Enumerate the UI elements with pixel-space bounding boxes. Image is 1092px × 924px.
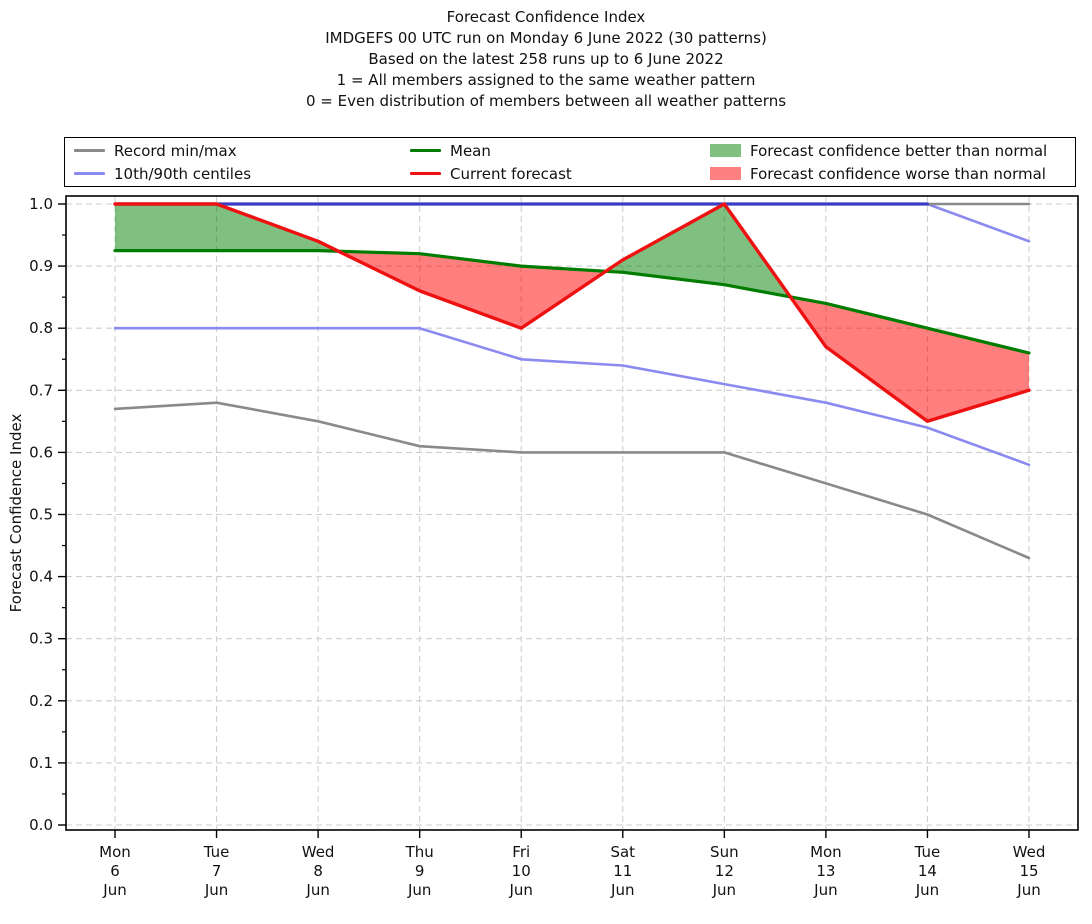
x-tick-label-day: 15 [1019,862,1038,880]
x-tick-label-month: Jun [305,881,329,899]
x-tick-label-weekday: Wed [1013,843,1046,861]
x-tick-label-weekday: Mon [810,843,842,861]
legend-swatch-centiles [74,172,105,175]
y-tick-label: 1.0 [29,195,53,213]
x-tick-label-day: 6 [110,862,120,880]
y-tick-label: 0.4 [29,568,53,586]
y-tick-label: 0.1 [29,754,53,772]
y-tick-label: 0.9 [29,257,53,275]
x-tick-label-weekday: Fri [512,843,530,861]
x-tick-label-month: Jun [509,881,533,899]
legend-item-confidence-better: Forecast confidence better than normal [710,140,1075,161]
legend-column-patches: Forecast confidence better than normal Fo… [710,140,1075,184]
chart-title: Forecast Confidence Index [446,8,646,26]
legend-label-centiles: 10th/90th centiles [114,164,252,183]
fill-confidence-worse [790,296,1029,422]
x-tick-label-day: 8 [313,862,323,880]
fill-confidence-better [115,204,339,252]
y-tick-label: 0.7 [29,381,53,399]
legend-label-mean: Mean [450,141,491,160]
x-tick-label-weekday: Thu [405,843,434,861]
x-tick-label-day: 14 [918,862,937,880]
y-tick-label: 0.3 [29,630,53,648]
legend-swatch-record-minmax [74,149,105,152]
y-tick-label: 0.0 [29,816,53,834]
legend-column-lines-right: Mean Current forecast [410,140,710,184]
x-tick-label-month: Jun [1016,881,1040,899]
x-tick-label-weekday: Tue [914,843,941,861]
legend-swatch-confidence-worse [710,167,741,180]
chart-subtitle-run: IMDGEFS 00 UTC run on Monday 6 June 2022… [325,29,767,47]
x-tick-label-month: Jun [102,881,126,899]
chart-legend: Record min/max 10th/90th centiles Mean Cur… [64,137,1076,187]
line-10th-centile [113,326,1031,467]
x-tick-label-month: Jun [204,881,228,899]
fill-confidence-better [605,204,791,297]
legend-item-record-minmax: Record min/max [74,140,410,161]
y-tick-label: 0.6 [29,443,53,461]
x-tick-label-month: Jun [610,881,634,899]
legend-swatch-mean [410,149,441,152]
x-tick-label-weekday: Wed [302,843,335,861]
chart-note-zero: 0 = Even distribution of members between… [305,92,787,110]
x-tick-label-day: 11 [613,862,632,880]
legend-swatch-current-forecast [410,172,441,175]
legend-item-centiles: 10th/90th centiles [74,163,410,184]
legend-column-lines-left: Record min/max 10th/90th centiles [74,140,410,184]
x-tick-label-month: Jun [407,881,431,899]
x-tick-label-weekday: Sat [610,843,635,861]
legend-label-current-forecast: Current forecast [450,164,572,183]
line-record-min [113,401,1031,560]
legend-item-confidence-worse: Forecast confidence worse than normal [710,163,1075,184]
x-tick-label-day: 12 [715,862,734,880]
x-tick-label-day: 7 [212,862,222,880]
x-tick-label-weekday: Tue [203,843,230,861]
fill-confidence-worse [338,251,606,329]
x-tick-label-weekday: Sun [710,843,739,861]
chart-subtitle-basis: Based on the latest 258 runs up to 6 Jun… [368,50,724,68]
x-tick-label-day: 10 [512,862,531,880]
x-tick-label-month: Jun [813,881,837,899]
y-axis-label: Forecast Confidence Index [7,414,25,613]
legend-item-mean: Mean [410,140,710,161]
line-current-forecast [113,202,1031,423]
line-mean [113,249,1031,355]
x-tick-label-day: 9 [415,862,425,880]
x-tick-label-month: Jun [712,881,736,899]
chart-header: Forecast Confidence Index IMDGEFS 00 UTC… [0,7,1092,112]
legend-item-current-forecast: Current forecast [410,163,710,184]
x-tick-label-day: 13 [816,862,835,880]
y-tick-label: 0.5 [29,506,53,524]
legend-label-record-minmax: Record min/max [114,141,237,160]
x-tick-label-weekday: Mon [99,843,131,861]
legend-label-confidence-better: Forecast confidence better than normal [750,141,1048,160]
legend-swatch-confidence-better [710,144,741,157]
plot-frame [65,195,1079,831]
legend-label-confidence-worse: Forecast confidence worse than normal [750,164,1046,183]
x-tick-label-month: Jun [915,881,939,899]
y-tick-label: 0.8 [29,319,53,337]
y-tick-label: 0.2 [29,692,53,710]
chart-note-one: 1 = All members assigned to the same wea… [336,71,756,89]
